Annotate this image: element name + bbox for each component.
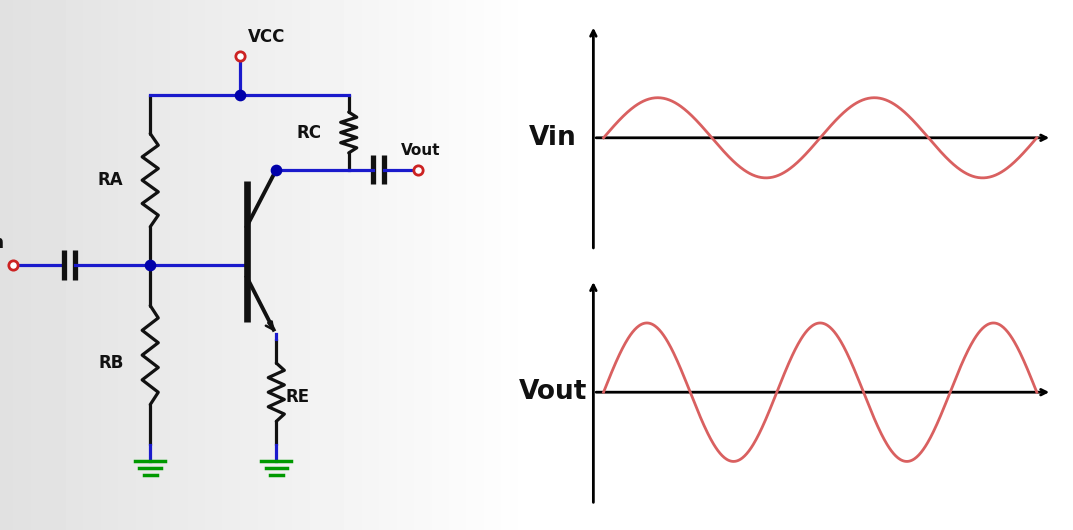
Text: RB: RB <box>98 354 123 372</box>
Text: Vin: Vin <box>0 234 5 252</box>
Text: RC: RC <box>297 123 322 142</box>
Point <box>268 165 285 174</box>
Point <box>231 51 248 60</box>
Text: VCC: VCC <box>248 28 285 46</box>
Text: RA: RA <box>98 171 123 189</box>
Text: Vin: Vin <box>529 125 576 151</box>
Text: RE: RE <box>285 388 310 407</box>
Point <box>5 261 21 269</box>
Point <box>231 91 248 100</box>
Point <box>410 165 427 174</box>
Text: Vout: Vout <box>401 143 441 158</box>
Text: Vout: Vout <box>518 379 587 405</box>
Point <box>142 261 159 269</box>
